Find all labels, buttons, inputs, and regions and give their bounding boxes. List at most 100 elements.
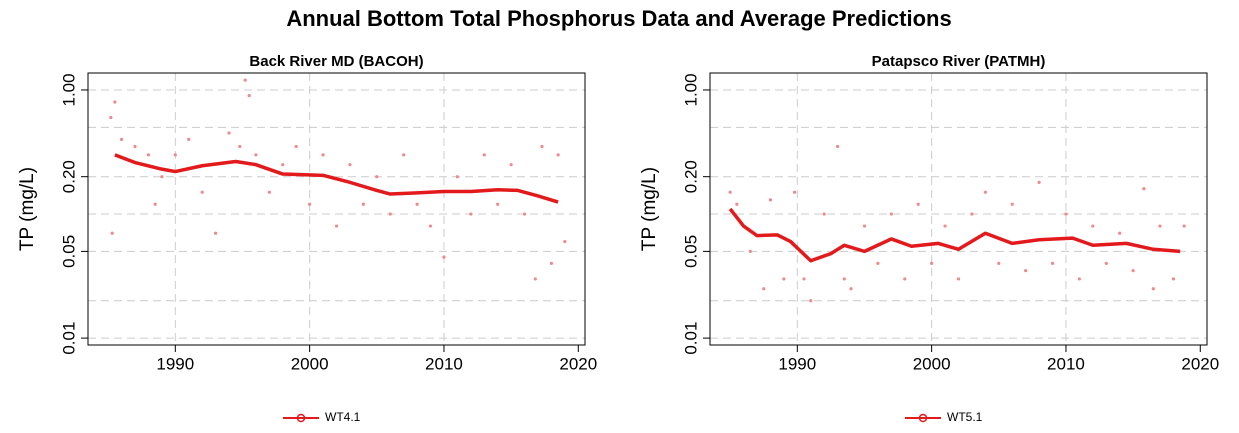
data-point — [762, 287, 766, 291]
data-point — [889, 212, 893, 216]
data-point — [496, 202, 500, 206]
data-point — [728, 190, 732, 194]
data-point — [294, 144, 298, 149]
data-point — [334, 224, 339, 228]
plot-frame — [709, 72, 1208, 346]
data-point — [956, 277, 961, 281]
y-tick-label: 1.00 — [681, 73, 700, 106]
legend-marker — [296, 413, 306, 423]
data-point — [247, 94, 251, 98]
data-point — [153, 202, 157, 206]
data-point — [415, 202, 419, 206]
data-point — [1118, 231, 1122, 235]
panel-title: Back River MD (BACOH) — [249, 53, 423, 70]
data-point — [1077, 277, 1081, 281]
x-tick-label: 1990 — [156, 354, 194, 373]
x-tick-label: 2000 — [913, 354, 951, 373]
y-tick-label: 0.20 — [681, 160, 700, 193]
data-point — [469, 212, 473, 216]
data-point — [540, 144, 544, 149]
data-point — [1024, 269, 1028, 273]
data-point — [782, 277, 786, 281]
data-point — [110, 231, 114, 235]
data-point — [214, 231, 218, 235]
data-point — [267, 190, 271, 194]
data-point — [735, 202, 739, 206]
data-point — [1151, 287, 1155, 291]
data-point — [822, 212, 826, 216]
y-tick-label: 0.01 — [681, 322, 700, 355]
data-point — [549, 261, 554, 266]
data-point — [113, 100, 117, 104]
data-point — [793, 190, 797, 194]
data-point — [238, 144, 242, 149]
data-point — [1010, 202, 1014, 206]
data-point — [1158, 224, 1162, 228]
data-point — [200, 190, 204, 194]
data-point — [281, 163, 285, 167]
data-point — [428, 224, 433, 228]
data-point — [1142, 187, 1146, 191]
x-tick-label: 2020 — [1181, 354, 1219, 373]
x-tick-label: 2010 — [1047, 354, 1085, 373]
data-point — [348, 163, 352, 167]
data-point — [1091, 224, 1095, 228]
data-point — [997, 261, 1001, 266]
y-tick-label: 1.00 — [59, 73, 78, 106]
x-tick-label: 1990 — [778, 354, 816, 373]
data-point — [146, 153, 151, 157]
data-point — [308, 202, 312, 206]
trend-line — [728, 207, 1181, 263]
data-point — [563, 239, 567, 244]
data-point — [876, 261, 880, 266]
data-point — [254, 153, 258, 157]
data-point — [768, 198, 773, 202]
panel-title: Patapsco River (PATMH) — [872, 53, 1046, 70]
data-point — [1182, 224, 1186, 228]
data-point — [187, 137, 191, 141]
data-point — [173, 153, 177, 157]
data-point — [1104, 261, 1108, 266]
data-point — [442, 255, 446, 259]
data-point — [109, 115, 113, 120]
y-axis-label: TP (mg/L) — [639, 167, 660, 251]
data-point — [243, 78, 247, 82]
chart-title: Annual Bottom Total Phosphorus Data and … — [286, 6, 951, 31]
trend-line — [114, 153, 559, 204]
data-point — [1064, 212, 1068, 216]
data-point — [930, 261, 934, 266]
x-tick-label: 2000 — [291, 354, 329, 373]
data-point — [809, 299, 813, 303]
data-point — [482, 153, 486, 157]
data-point — [748, 249, 752, 253]
y-tick-label: 0.20 — [59, 160, 78, 193]
legend-marker — [918, 413, 928, 423]
data-point — [836, 144, 840, 149]
data-point — [556, 153, 560, 157]
y-tick-label: 0.01 — [59, 322, 78, 355]
y-axis-label: TP (mg/L) — [17, 167, 38, 251]
data-point — [160, 175, 164, 179]
y-tick-label: 0.05 — [681, 235, 700, 268]
data-point — [802, 277, 806, 281]
data-point — [402, 153, 406, 157]
data-point — [533, 277, 537, 281]
data-point — [1171, 277, 1176, 281]
legend-label: WT4.1 — [325, 410, 361, 424]
data-point — [321, 153, 325, 157]
data-point — [455, 175, 459, 179]
legend-label: WT5.1 — [947, 410, 983, 424]
data-point — [375, 175, 379, 179]
data-point — [1131, 269, 1135, 273]
data-point — [943, 224, 947, 228]
data-point — [361, 202, 365, 206]
x-tick-label: 2020 — [559, 354, 597, 373]
data-point — [509, 163, 513, 167]
data-point — [916, 202, 920, 206]
data-point — [1050, 261, 1055, 266]
data-point — [522, 212, 527, 216]
data-point — [388, 212, 392, 216]
data-point — [862, 224, 867, 228]
plot-frame — [87, 72, 586, 346]
